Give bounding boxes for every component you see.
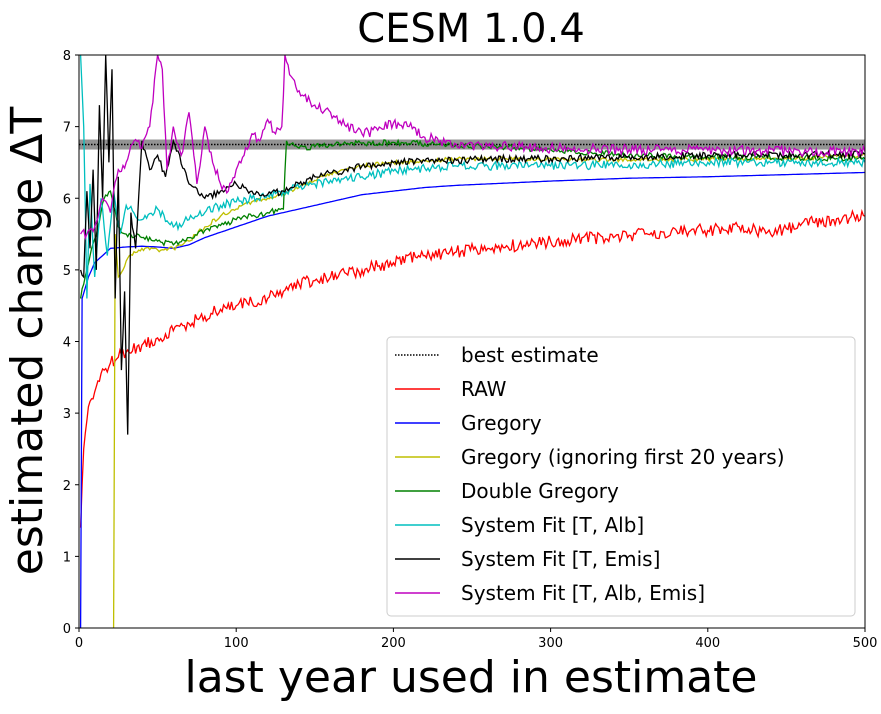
series-line-system-fit-t-emis [79, 55, 865, 435]
legend-label: System Fit [T, Alb, Emis] [461, 581, 705, 605]
y-tick-label: 3 [63, 407, 71, 422]
series-line-system-fit-t-alb-emis [80, 55, 865, 241]
legend-label: Gregory [461, 411, 542, 435]
y-tick-label: 2 [63, 479, 71, 494]
y-tick-label: 0 [63, 622, 71, 637]
x-tick-label: 200 [381, 636, 406, 651]
x-axis: 0 100 200 300 400 500 [75, 628, 878, 651]
x-tick-label: 300 [538, 636, 563, 651]
x-axis-label: last year used in estimate [184, 652, 757, 703]
legend-label: System Fit [T, Emis] [461, 547, 660, 571]
plot-area [79, 55, 865, 628]
series-line-system-fit-t-alb [79, 55, 865, 299]
y-tick-label: 5 [63, 264, 71, 279]
y-axis-label: estimated change ΔT [2, 107, 53, 576]
y-tick-label: 7 [63, 121, 71, 136]
legend-label: Double Gregory [461, 479, 619, 503]
y-tick-label: 8 [63, 49, 71, 64]
y-tick-label: 1 [63, 550, 71, 565]
x-tick-label: 500 [853, 636, 878, 651]
legend-label: System Fit [T, Alb] [461, 513, 644, 537]
x-tick-label: 400 [695, 636, 720, 651]
y-axis: 0 1 2 3 4 5 6 7 8 [63, 49, 79, 637]
legend-label: RAW [461, 377, 507, 401]
legend-box [386, 336, 856, 617]
series-line-double-gregory [79, 138, 865, 299]
legend: best estimate RAW Gregory Gregory (ignoring… [386, 336, 856, 617]
y-tick-label: 6 [63, 192, 71, 207]
legend-label: Gregory (ignoring first 20 years) [461, 445, 785, 469]
x-tick-label: 0 [75, 636, 83, 651]
series-line-raw [79, 208, 865, 528]
legend-label: best estimate [461, 343, 599, 367]
y-tick-label: 4 [63, 336, 71, 351]
x-tick-label: 100 [224, 636, 249, 651]
series-line-gregory [79, 171, 865, 628]
chart-title: CESM 1.0.4 [357, 6, 585, 52]
